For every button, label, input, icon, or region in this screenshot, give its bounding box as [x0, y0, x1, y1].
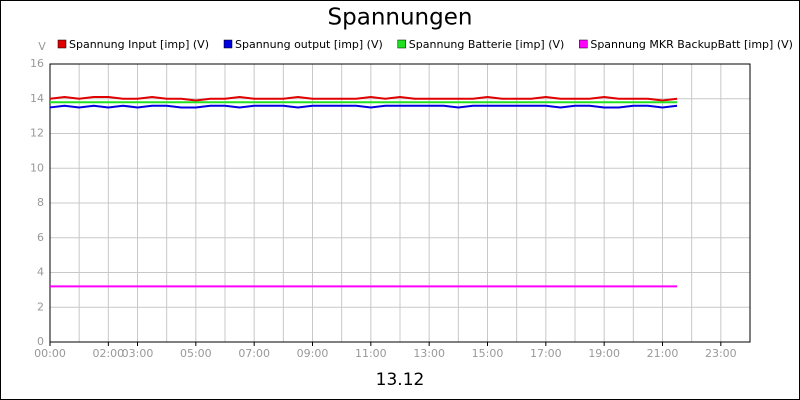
- x-tick-label: 03:00: [122, 347, 154, 360]
- series-line: [49, 96, 678, 102]
- legend-swatch: [397, 39, 407, 49]
- x-tick-label: 15:00: [472, 347, 504, 360]
- y-tick-label: 2: [37, 300, 44, 313]
- chart-title: Spannungen: [328, 5, 473, 31]
- x-tick-label: 05:00: [180, 347, 212, 360]
- y-tick-label: 12: [30, 127, 44, 140]
- legend-label: Spannung MKR BackupBatt [imp] (V): [590, 38, 793, 51]
- legend-swatch: [579, 39, 588, 49]
- x-tick-label: 11:00: [355, 347, 387, 360]
- x-tick-label: 13:00: [413, 347, 445, 360]
- legend-swatch: [57, 39, 67, 49]
- plot-area: [49, 63, 751, 343]
- y-tick-label: 0: [37, 335, 44, 348]
- x-axis-label: 13.12: [376, 370, 425, 390]
- y-tick-label: 8: [37, 196, 44, 209]
- x-tick-label: 19:00: [588, 347, 620, 360]
- series-line: [49, 104, 678, 109]
- y-tick-label: 14: [30, 92, 44, 105]
- x-tick-label: 00:00: [34, 347, 66, 360]
- y-tick-label: 10: [30, 161, 44, 174]
- legend-label: Spannung output [imp] (V): [235, 38, 383, 51]
- y-tick-label: 16: [30, 57, 44, 70]
- x-tick-label: 02:00: [92, 347, 124, 360]
- legend-swatch: [223, 39, 233, 49]
- y-axis-label: V: [38, 40, 46, 53]
- x-tick-label: 17:00: [530, 347, 562, 360]
- legend-label: Spannung Batterie [imp] (V): [409, 38, 565, 51]
- x-tick-label: 21:00: [647, 347, 679, 360]
- y-tick-label: 4: [37, 266, 44, 279]
- x-tick-label: 07:00: [238, 347, 270, 360]
- x-tick-label: 09:00: [297, 347, 329, 360]
- x-tick-label: 23:00: [705, 347, 737, 360]
- y-tick-label: 6: [37, 231, 44, 244]
- legend-label: Spannung Input [imp] (V): [69, 38, 209, 51]
